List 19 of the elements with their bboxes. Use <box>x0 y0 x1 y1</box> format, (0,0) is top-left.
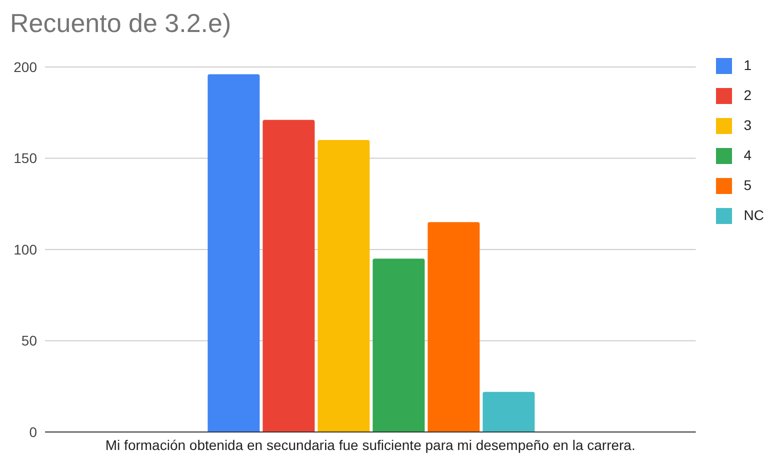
y-tick-label: 100 <box>14 241 38 258</box>
legend-label: 3 <box>744 117 752 133</box>
legend-label: 2 <box>744 87 752 103</box>
y-tick-label: 50 <box>21 332 38 349</box>
bar <box>482 392 535 432</box>
bar <box>262 120 315 432</box>
bar <box>208 74 260 432</box>
y-tick-label: 200 <box>14 58 38 75</box>
legend-label: 1 <box>744 57 752 73</box>
bar <box>318 140 370 432</box>
bar <box>428 222 480 432</box>
legend-label: 5 <box>744 177 752 193</box>
x-tick-label: Mi formación obtenida en secundaria fue suficiente para mi desempeño en la carrera. <box>105 436 636 453</box>
bar <box>372 258 425 432</box>
y-tick-label: 0 <box>29 424 38 440</box>
y-tick-label: 150 <box>14 150 38 166</box>
legend-label: NC <box>744 207 764 223</box>
chart-title: Recuento de 3.2.e) <box>10 8 232 39</box>
legend-label: 4 <box>744 147 752 163</box>
